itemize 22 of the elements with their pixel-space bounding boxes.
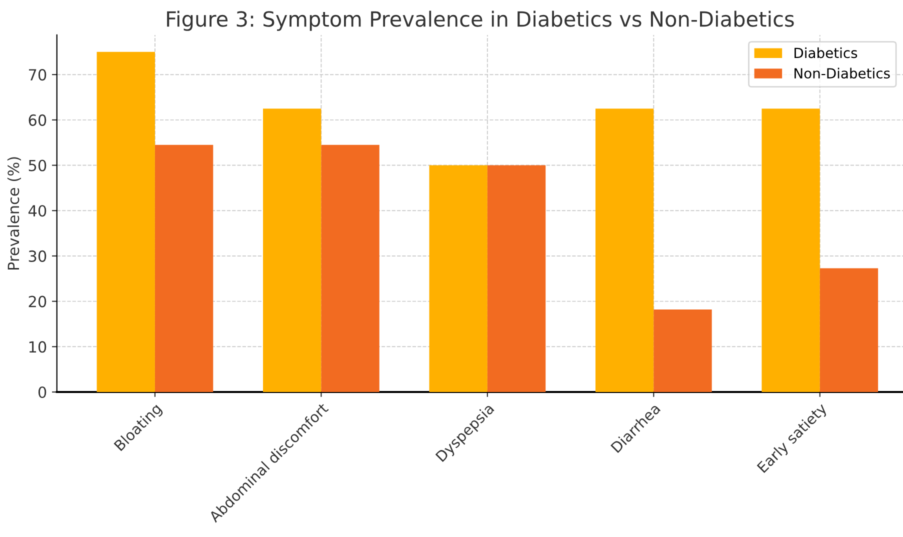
legend-label: Diabetics xyxy=(794,47,858,58)
legend-label: Non-Diabetics xyxy=(794,68,890,79)
bar xyxy=(820,268,878,392)
y-tick-label: 70 xyxy=(28,69,46,81)
bar xyxy=(487,165,546,392)
bar xyxy=(96,52,155,392)
y-tick-label: 50 xyxy=(28,160,46,172)
y-axis-title: Prevalence (%) xyxy=(7,157,22,270)
bar xyxy=(429,165,488,392)
y-tick-label: 40 xyxy=(28,205,46,217)
y-tick-label: 10 xyxy=(29,341,46,353)
bar xyxy=(321,144,380,392)
y-tick-label: 60 xyxy=(28,114,46,126)
chart-title: Figure 3: Symptom Prevalence in Diabetics vs Non-Diabetics xyxy=(167,10,794,31)
bar xyxy=(762,108,820,392)
bar xyxy=(595,108,654,392)
y-tick-label: 0 xyxy=(38,386,46,398)
y-tick-label: 30 xyxy=(28,250,46,262)
y-tick-label: 20 xyxy=(28,296,46,308)
bar xyxy=(154,144,214,392)
bar xyxy=(654,309,712,392)
bar xyxy=(263,108,322,392)
